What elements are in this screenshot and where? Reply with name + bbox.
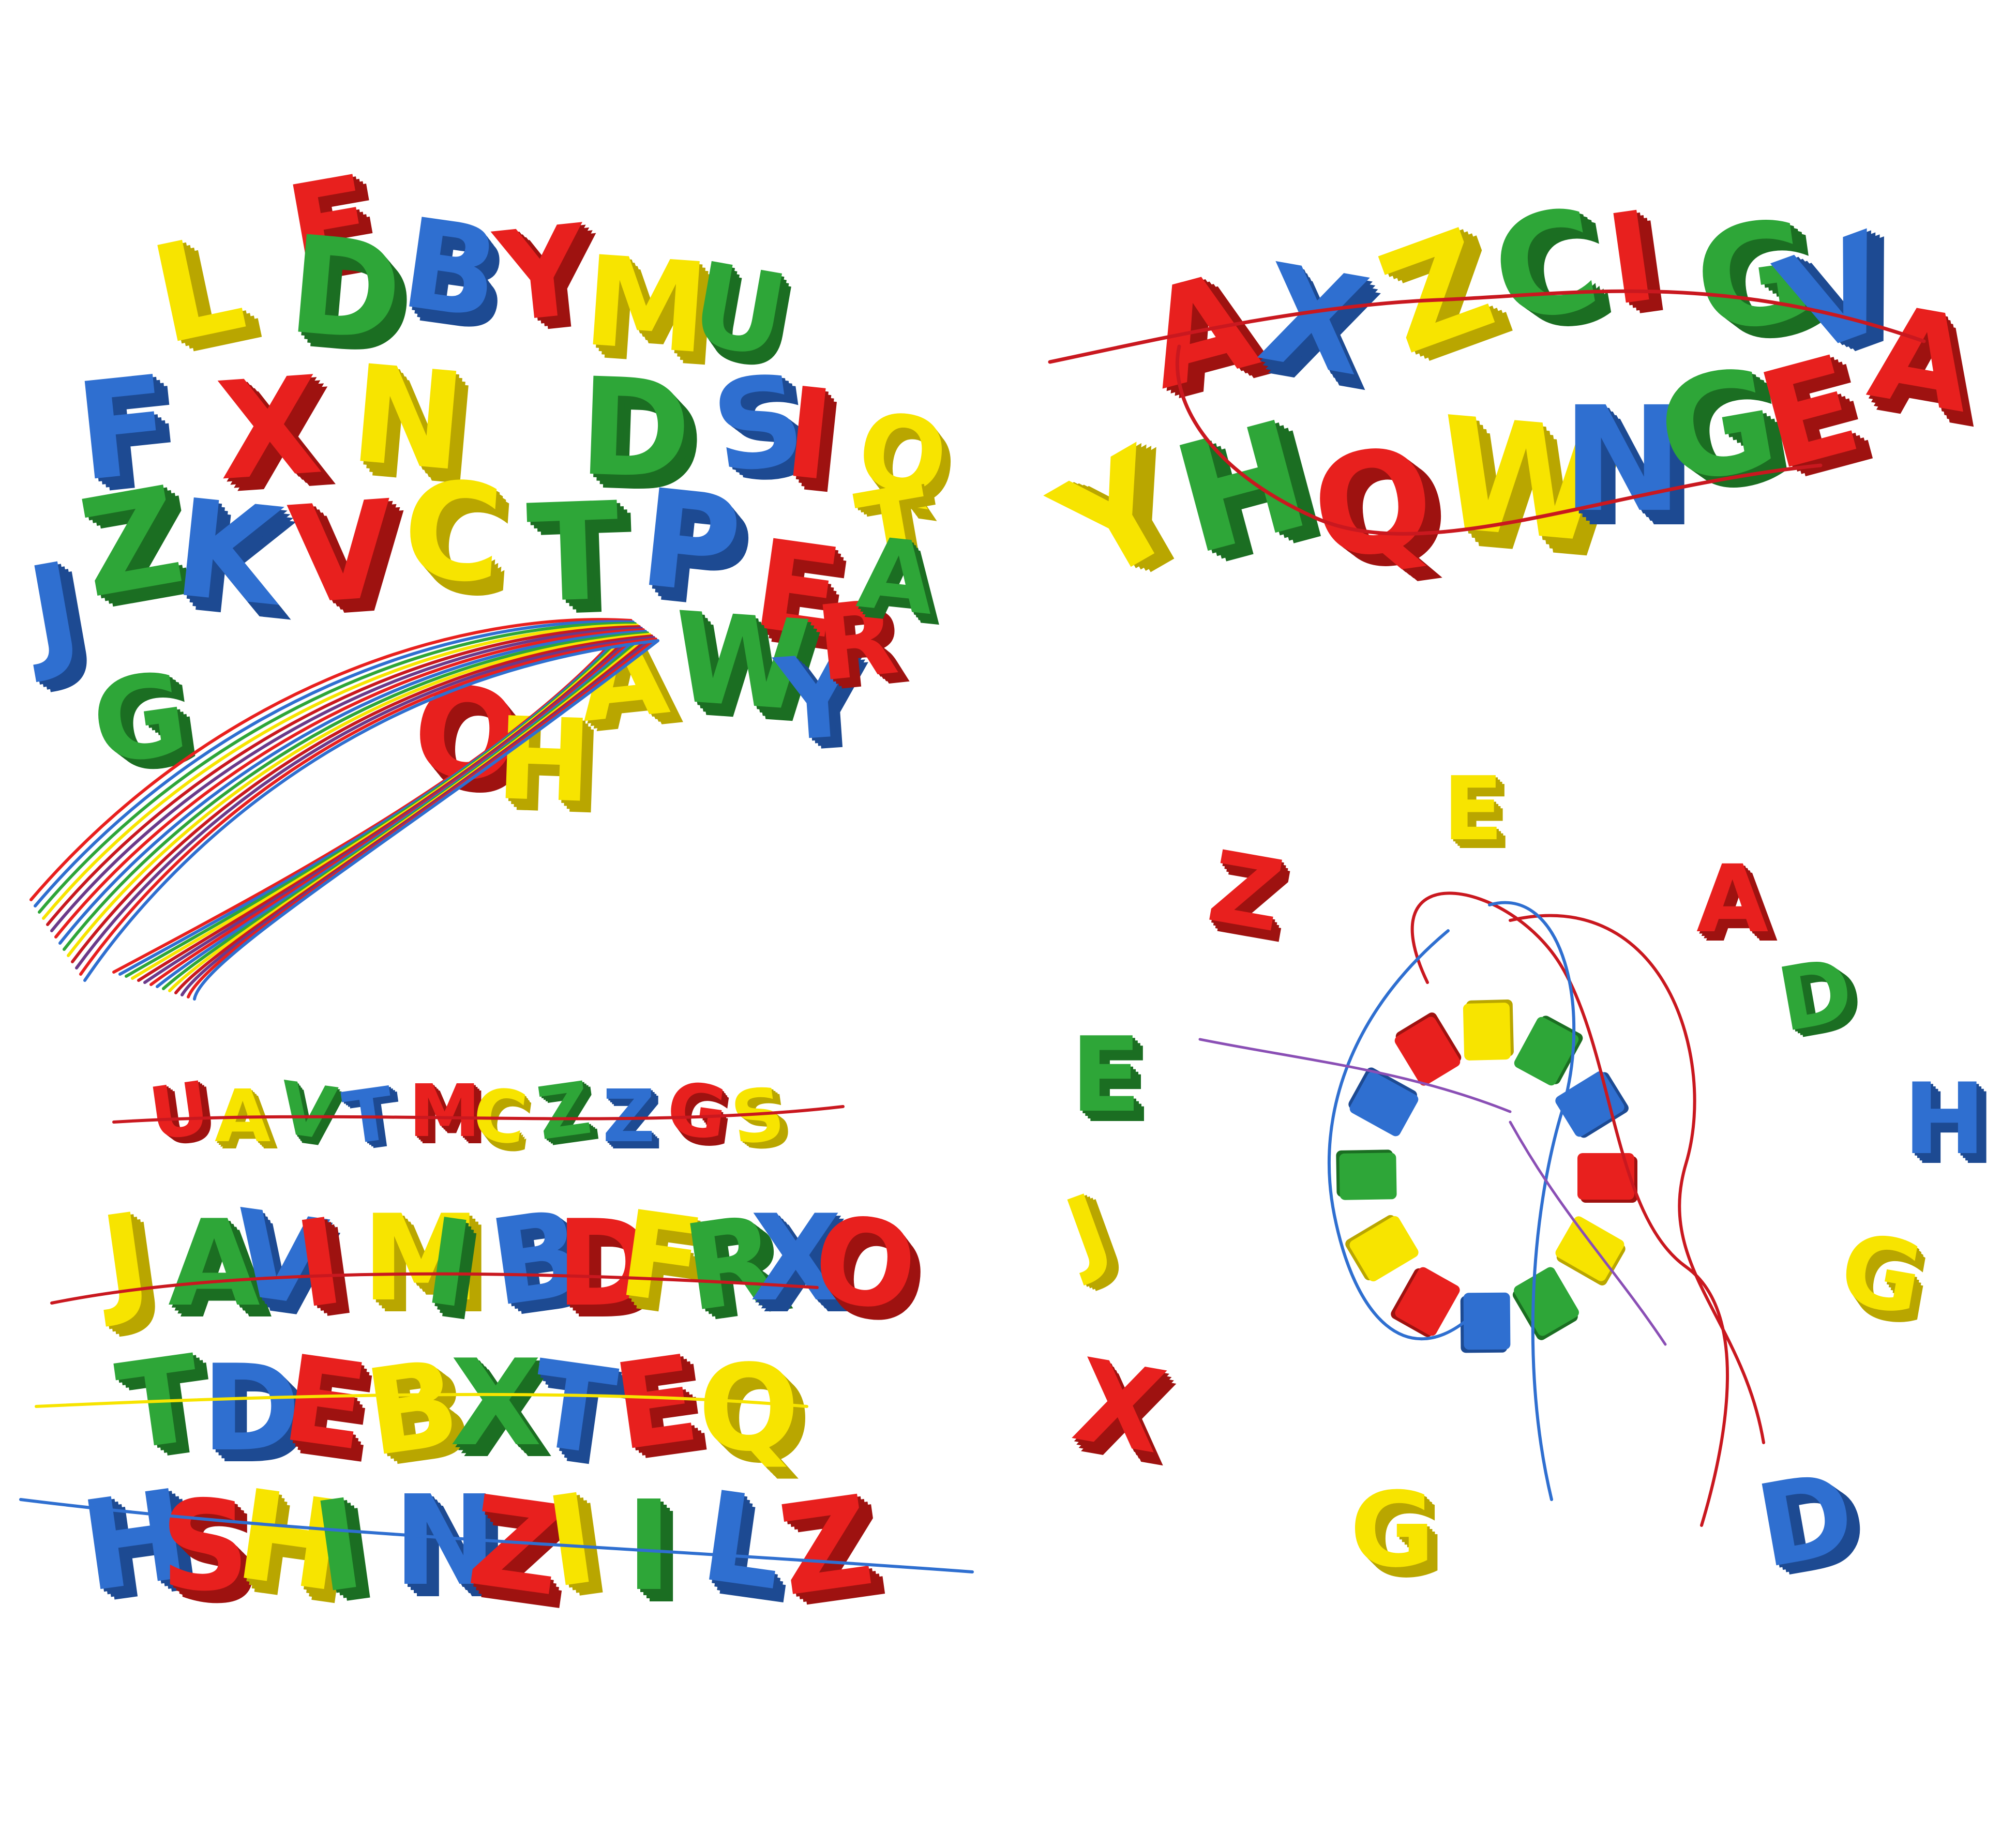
letter-bead: E <box>606 1329 706 1478</box>
letter-bead: Z <box>1361 198 1512 386</box>
letter-bead: T <box>523 1335 623 1483</box>
letter-bead: Z <box>771 1468 881 1624</box>
letter-bead: C <box>1481 177 1611 355</box>
letter-bead: Y <box>489 197 594 351</box>
letter-bead: A <box>215 1074 271 1159</box>
letter-bead: S <box>726 1071 790 1162</box>
letter-bead: I <box>626 1474 672 1618</box>
letter-bead: T <box>338 1071 399 1162</box>
letter-bead: I <box>1598 184 1665 334</box>
letter-bead: A <box>852 515 941 638</box>
letter-bead: E <box>275 1329 375 1478</box>
lace <box>1509 914 1765 1444</box>
letter-bead: T <box>110 1329 209 1478</box>
letter-bead: D <box>1748 1447 1864 1594</box>
letter-bead: O <box>805 1188 925 1340</box>
letter-bead: G <box>1832 1211 1932 1338</box>
letter-bead: T <box>524 473 622 633</box>
letter-bead: H <box>1903 1062 1986 1176</box>
letter-bead: H <box>494 692 594 828</box>
letter-bead: C <box>398 451 508 614</box>
letter-bead: Q <box>698 1340 800 1478</box>
letter-bead: A <box>1696 845 1769 953</box>
letter-bead: Z <box>1200 829 1291 955</box>
letter-bead: V <box>284 472 399 635</box>
letter-bead: D <box>202 1340 300 1478</box>
bundle-bead <box>1339 1142 1397 1210</box>
lace <box>1410 891 1729 1527</box>
bundle-bead <box>1577 1143 1634 1210</box>
letter-bead: A <box>1130 242 1271 420</box>
letter-bead: G <box>1350 1470 1435 1591</box>
letter-bead: Z <box>603 1074 655 1159</box>
letter-bead: G <box>84 646 195 791</box>
letter-bead: A <box>1860 276 1985 442</box>
letter-bead: K <box>168 470 288 637</box>
letter-bead: X <box>1065 1334 1175 1479</box>
letter-bead: J <box>19 535 89 686</box>
letter-bead: L <box>140 204 257 375</box>
letter-bead: J <box>94 1187 157 1330</box>
letter-bead: U <box>144 1065 215 1158</box>
letter-bead: C <box>468 1071 532 1162</box>
letter-bead: E <box>1071 1015 1141 1135</box>
letter-bead: E <box>1443 758 1503 860</box>
letter-bead: B <box>394 190 508 347</box>
letter-bead: Q <box>1303 415 1443 593</box>
letter-bead: D <box>1770 938 1861 1052</box>
letter-bead: X <box>1249 234 1379 407</box>
letter-bead: J <box>1053 1173 1123 1288</box>
letter-bead: G <box>661 1065 732 1158</box>
letter-bead: Z <box>532 1066 596 1157</box>
lace <box>1488 901 1576 1501</box>
letter-bead: V <box>274 1066 341 1157</box>
